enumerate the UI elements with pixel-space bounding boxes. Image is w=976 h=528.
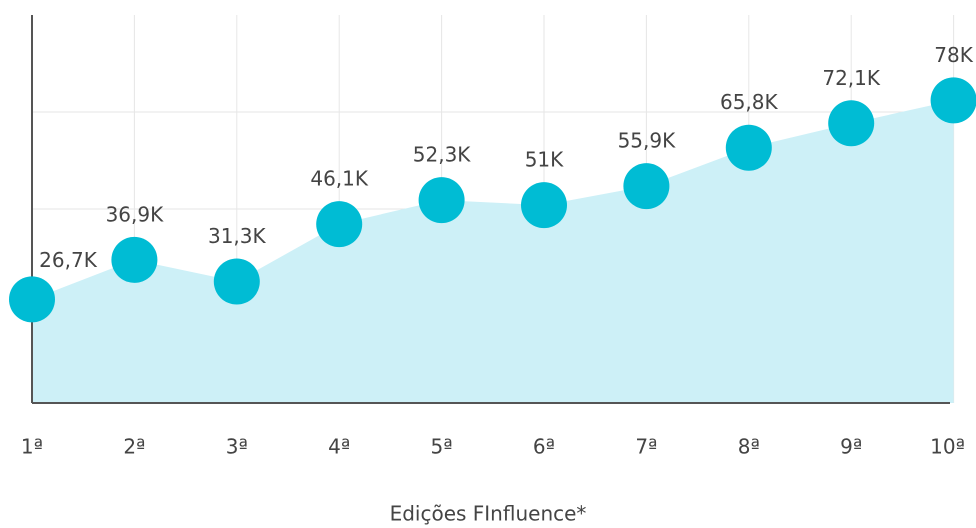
x-tick-label: 5ª (431, 435, 453, 459)
x-tick-label: 3ª (226, 435, 248, 459)
x-tick-label: 6ª (533, 435, 555, 459)
point (521, 182, 567, 229)
point (725, 124, 772, 171)
x-tick-label: 10ª (930, 435, 965, 459)
x-axis-label: Edições FInfluence* (390, 502, 587, 526)
x-tick-label: 9ª (840, 435, 862, 459)
point (9, 276, 55, 323)
x-tick-label: 7ª (635, 435, 657, 459)
value-label: 51K (525, 148, 564, 172)
value-label: 26,7K (39, 248, 98, 272)
point (828, 100, 875, 147)
x-tick-label: 1ª (21, 435, 43, 459)
value-label: 78K (934, 43, 973, 67)
x-tick-label: 4ª (328, 435, 350, 459)
value-label: 31,3K (208, 224, 267, 248)
x-tick-label: 2ª (123, 435, 145, 459)
point (213, 258, 260, 305)
area (32, 100, 954, 404)
point (623, 163, 670, 210)
point (930, 77, 976, 124)
value-label: 46,1K (310, 167, 369, 191)
point (111, 236, 158, 283)
value-label: 72,1K (822, 66, 881, 90)
x-tick-label: 8ª (738, 435, 760, 459)
value-label: 36,9K (106, 202, 165, 226)
point (418, 177, 465, 224)
value-label: 52,3K (413, 143, 472, 167)
value-label: 65,8K (720, 90, 779, 114)
value-label: 55,9K (618, 129, 677, 153)
point (316, 201, 363, 248)
